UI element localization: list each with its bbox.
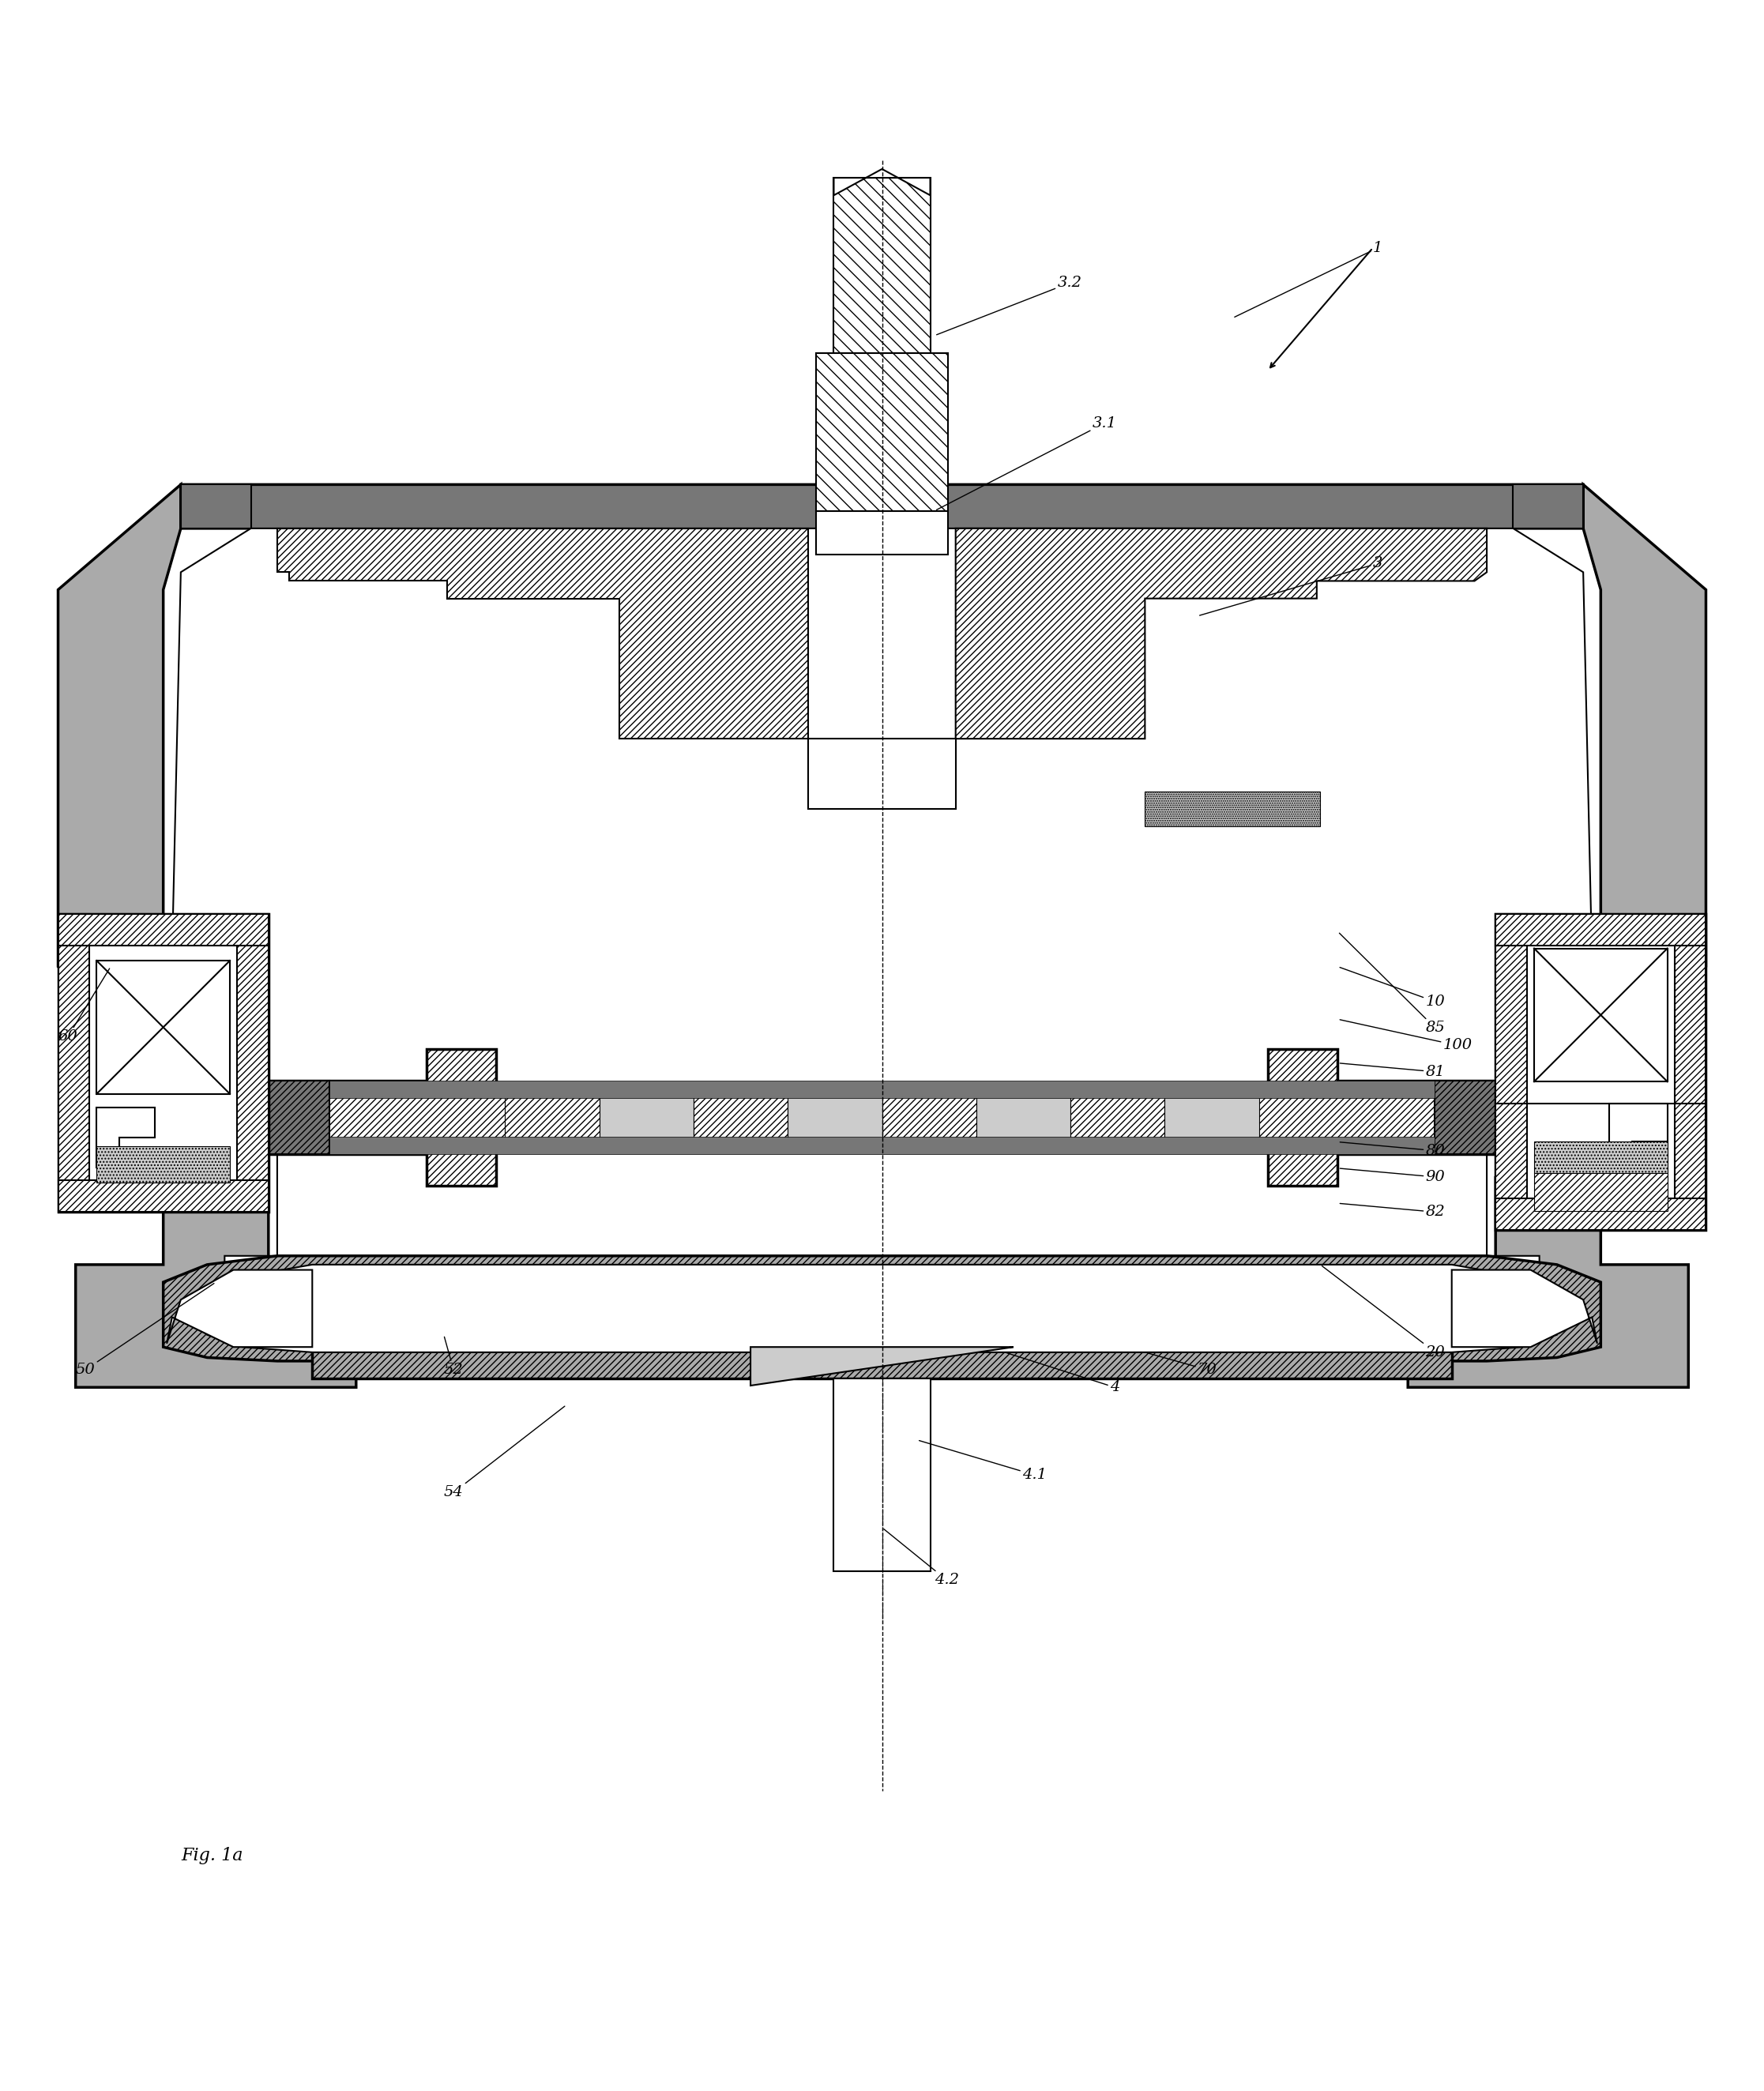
- Polygon shape: [882, 1092, 975, 1144]
- Bar: [1496, 1198, 1706, 1230]
- Bar: [1535, 949, 1667, 1081]
- Polygon shape: [1408, 485, 1706, 1386]
- Text: 3.2: 3.2: [937, 276, 1081, 335]
- Polygon shape: [505, 1092, 600, 1144]
- Bar: [834, 178, 930, 353]
- Text: 50: 50: [76, 1284, 213, 1376]
- Bar: [58, 1181, 268, 1213]
- Text: 100: 100: [1341, 1020, 1473, 1052]
- Bar: [1496, 914, 1706, 945]
- Polygon shape: [277, 529, 808, 738]
- Polygon shape: [268, 1081, 330, 1154]
- Text: 90: 90: [1341, 1169, 1445, 1184]
- Polygon shape: [956, 529, 1487, 738]
- Bar: [330, 1138, 1434, 1154]
- Bar: [1496, 914, 1528, 1230]
- Bar: [58, 914, 90, 1213]
- Bar: [808, 738, 956, 809]
- Bar: [312, 1347, 1452, 1378]
- Polygon shape: [173, 529, 1591, 1313]
- Bar: [58, 914, 268, 1213]
- Bar: [1535, 1142, 1667, 1173]
- Text: 20: 20: [1321, 1265, 1445, 1359]
- Polygon shape: [1434, 1081, 1496, 1154]
- Text: 85: 85: [1339, 933, 1445, 1035]
- Polygon shape: [164, 1257, 1600, 1361]
- Polygon shape: [1145, 790, 1319, 826]
- Text: Fig. 1a: Fig. 1a: [180, 1846, 243, 1865]
- Polygon shape: [168, 1269, 312, 1347]
- Bar: [834, 1378, 930, 1572]
- Polygon shape: [268, 1050, 1496, 1186]
- Bar: [236, 914, 268, 1213]
- Text: 81: 81: [1341, 1062, 1445, 1079]
- Text: 4: 4: [1007, 1353, 1120, 1395]
- Polygon shape: [975, 1092, 1071, 1144]
- Text: 70: 70: [1147, 1353, 1217, 1376]
- Bar: [1674, 914, 1706, 1230]
- Bar: [330, 1081, 1434, 1098]
- Polygon shape: [180, 485, 1584, 801]
- Polygon shape: [1609, 1104, 1667, 1173]
- Text: 80: 80: [1341, 1142, 1445, 1158]
- Bar: [97, 960, 229, 1094]
- Bar: [817, 353, 947, 510]
- Polygon shape: [1452, 1269, 1596, 1347]
- Polygon shape: [834, 169, 930, 194]
- Polygon shape: [206, 1265, 1558, 1353]
- Text: 82: 82: [1341, 1204, 1445, 1219]
- Text: 4.2: 4.2: [884, 1529, 960, 1587]
- Polygon shape: [750, 1347, 1014, 1386]
- Polygon shape: [600, 1092, 693, 1144]
- Polygon shape: [693, 1092, 789, 1144]
- Bar: [97, 1146, 229, 1181]
- Bar: [58, 914, 268, 945]
- Text: 1: 1: [1235, 240, 1383, 318]
- Text: 3: 3: [1200, 556, 1383, 615]
- Text: 10: 10: [1341, 968, 1445, 1008]
- Text: 54: 54: [445, 1407, 564, 1499]
- Bar: [1496, 914, 1706, 1230]
- Polygon shape: [97, 1108, 155, 1167]
- Bar: [1535, 1173, 1667, 1211]
- Text: 52: 52: [445, 1336, 464, 1376]
- Text: 60: 60: [58, 968, 109, 1043]
- Polygon shape: [1164, 1092, 1259, 1144]
- Text: 4.1: 4.1: [919, 1441, 1046, 1483]
- Polygon shape: [789, 1092, 882, 1144]
- Polygon shape: [58, 485, 356, 1386]
- Polygon shape: [180, 485, 250, 529]
- Bar: [817, 510, 947, 554]
- Text: 3.1: 3.1: [937, 416, 1117, 510]
- Polygon shape: [1514, 485, 1584, 529]
- Polygon shape: [1071, 1092, 1164, 1144]
